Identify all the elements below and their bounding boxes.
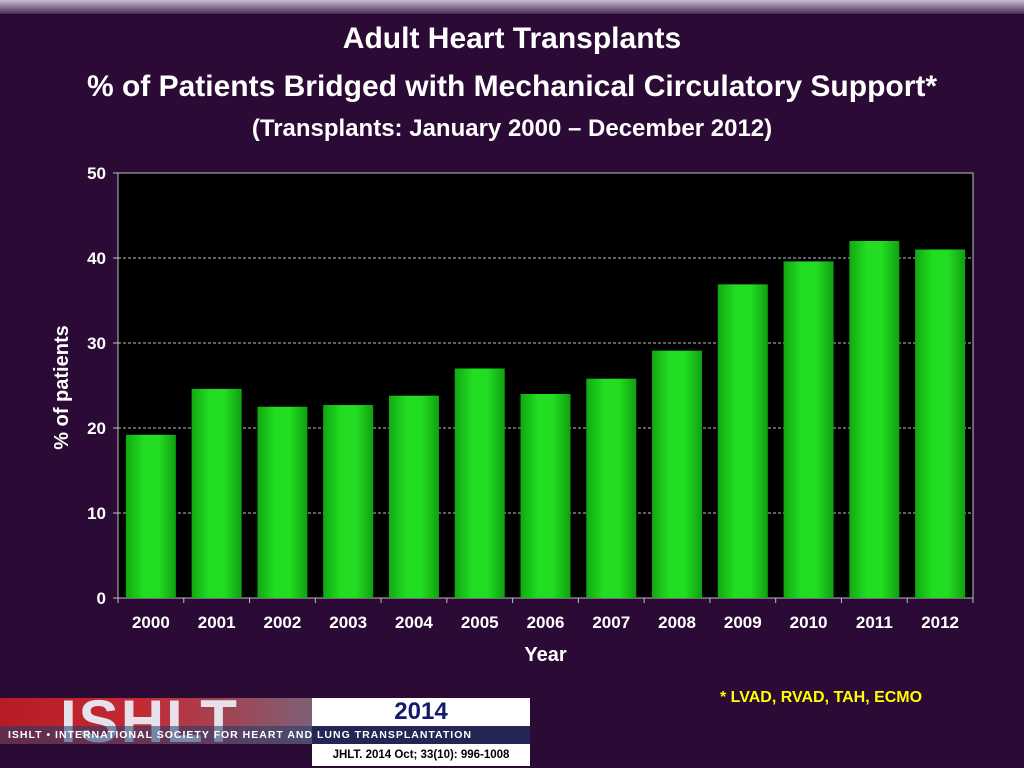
bar-chart: 0 10 20 30 40 50 2000 2001 2002 2003 2004 2005 2006 2… xyxy=(51,164,974,666)
x-tick-label: 2008 xyxy=(658,613,696,632)
bar-2011 xyxy=(849,241,900,598)
y-tick-label: 0 xyxy=(97,589,106,608)
slide-date-range: (Transplants: January 2000 – December 20… xyxy=(251,115,773,142)
bar-2009 xyxy=(717,284,768,598)
x-tick-label: 2002 xyxy=(264,613,302,632)
slide-subtitle: % of Patients Bridged with Mechanical Ci… xyxy=(86,70,938,103)
y-tick-label: 10 xyxy=(87,504,106,523)
x-tick-label: 2000 xyxy=(132,613,170,632)
x-tick-label: 2003 xyxy=(329,613,367,632)
bar-2002 xyxy=(257,406,308,598)
citation: JHLT. 2014 Oct; 33(10): 996-1008 xyxy=(332,749,510,761)
bar-2008 xyxy=(652,350,703,598)
x-tick-label: 2009 xyxy=(724,613,762,632)
bar-2000 xyxy=(125,434,176,598)
report-year: 2014 xyxy=(394,698,448,725)
x-tick-label: 2001 xyxy=(198,613,236,632)
bar-2007 xyxy=(586,378,637,598)
bar-2006 xyxy=(520,394,571,598)
x-tick-label: 2010 xyxy=(790,613,828,632)
x-tick-label: 2005 xyxy=(461,613,499,632)
footer: ISHLT 2014 ISHLT • INTERNATIONAL SOCIETY… xyxy=(0,698,530,768)
y-tick-label: 20 xyxy=(87,419,106,438)
top-decorative-band xyxy=(0,0,1024,14)
x-tick-label: 2012 xyxy=(921,613,959,632)
x-axis-label: Year xyxy=(524,644,566,666)
bar-2003 xyxy=(323,405,374,598)
x-tick-label: 2007 xyxy=(592,613,630,632)
bar-2004 xyxy=(388,395,439,598)
x-tick-label: 2011 xyxy=(856,613,893,632)
bar-2012 xyxy=(915,249,966,598)
bar-2001 xyxy=(191,388,242,598)
organization-name: ISHLT • INTERNATIONAL SOCIETY FOR HEART … xyxy=(8,729,472,741)
slide-title: Adult Heart Transplants xyxy=(342,22,682,55)
y-tick-label: 40 xyxy=(87,249,106,268)
year-box: 2014 xyxy=(312,698,530,726)
organization-band: ISHLT • INTERNATIONAL SOCIETY FOR HEART … xyxy=(0,726,530,744)
y-tick-label: 50 xyxy=(87,164,106,183)
citation-box: JHLT. 2014 Oct; 33(10): 996-1008 xyxy=(312,744,530,766)
x-tick-label: 2004 xyxy=(395,613,433,632)
y-tick-label: 30 xyxy=(87,334,106,353)
x-tick-label: 2006 xyxy=(527,613,565,632)
footnote: * LVAD, RVAD, TAH, ECMO xyxy=(720,689,923,706)
bar-2010 xyxy=(783,261,834,598)
bar-2005 xyxy=(454,368,505,598)
y-axis-label: % of patients xyxy=(51,325,73,449)
